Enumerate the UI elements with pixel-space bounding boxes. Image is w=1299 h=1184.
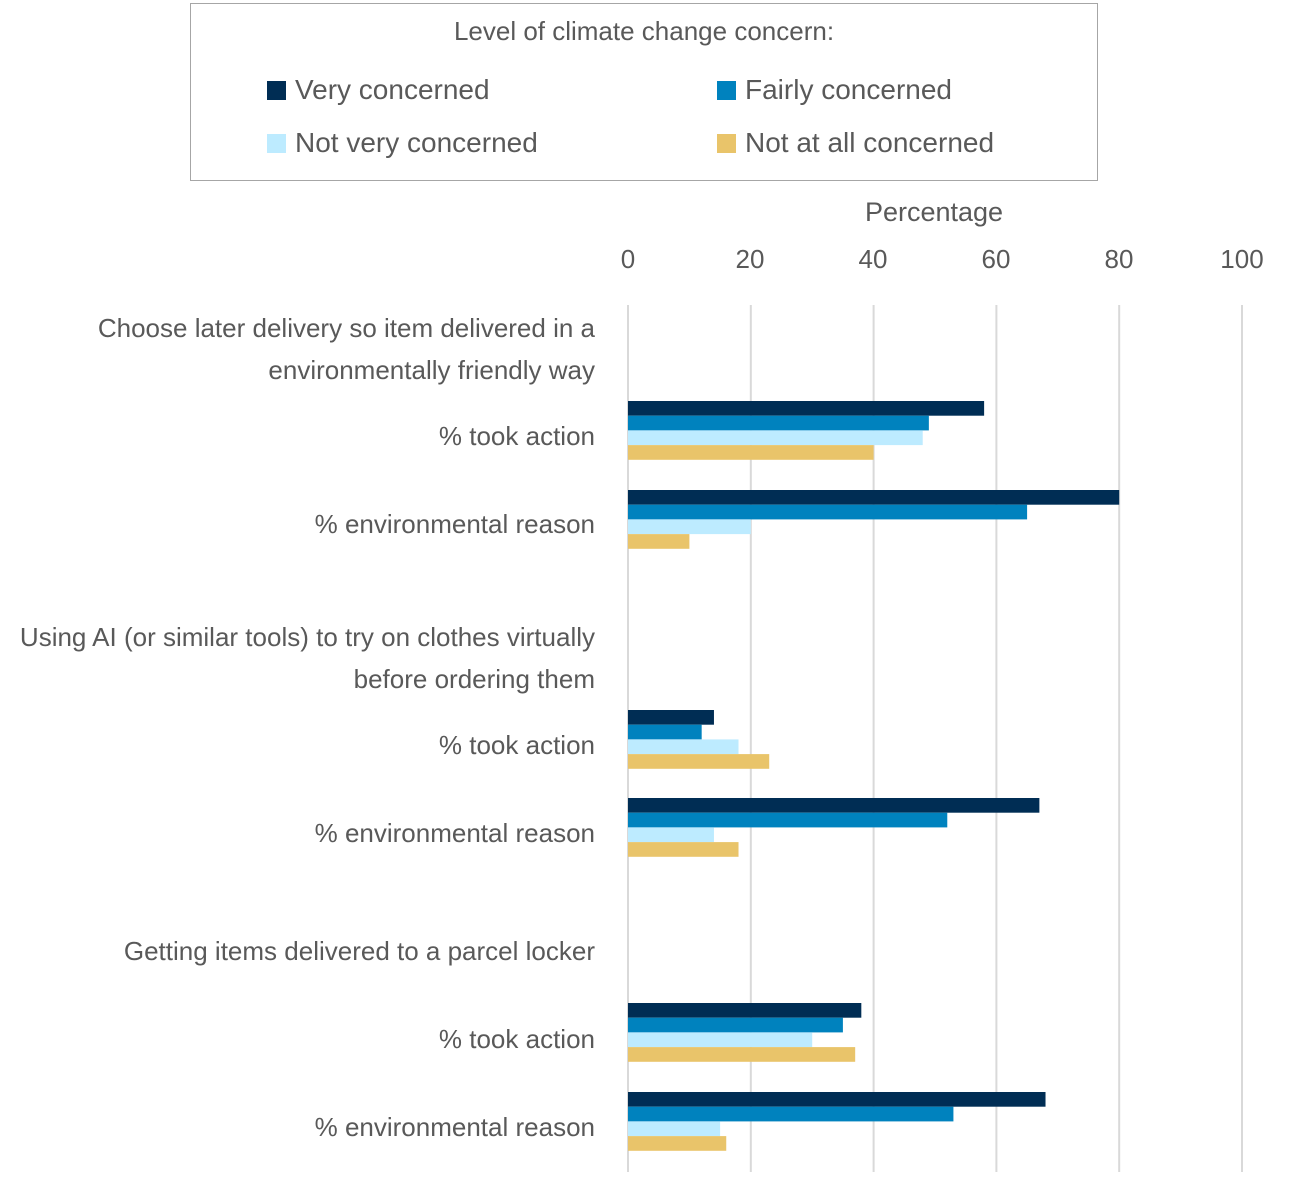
- bar-fairly-concerned: [628, 504, 1028, 520]
- legend-item-not-at-all-concerned: Not at all concerned: [717, 127, 994, 159]
- bar-very-concerned: [628, 1003, 862, 1018]
- bar-very-concerned: [628, 798, 1040, 813]
- bar-not-at-all-concerned: [628, 842, 739, 857]
- legend-swatch: [267, 80, 286, 100]
- x-tick-label: 40: [858, 244, 888, 274]
- legend-item-not-very-concerned: Not very concerned: [267, 127, 538, 159]
- bar-fairly-concerned: [628, 415, 929, 431]
- legend-swatch: [717, 133, 736, 153]
- legend: Level of climate change concern: Very co…: [190, 3, 1098, 181]
- bar-not-very-concerned: [628, 519, 751, 535]
- bar-very-concerned: [628, 401, 985, 416]
- x-tick-label: 100: [1220, 244, 1264, 274]
- legend-swatch: [717, 80, 736, 100]
- bar-not-very-concerned: [628, 739, 739, 755]
- category-label: Choose later delivery so item delivered …: [97, 313, 595, 385]
- legend-label: Not at all concerned: [745, 127, 995, 158]
- bar-not-at-all-concerned: [628, 445, 874, 460]
- bar-not-very-concerned: [628, 430, 923, 446]
- bar-very-concerned: [628, 1092, 1046, 1107]
- bar-not-very-concerned: [628, 827, 714, 843]
- row-label: % environmental reason: [314, 1112, 595, 1142]
- legend-item-fairly-concerned: Fairly concerned: [717, 74, 952, 106]
- bar-very-concerned: [628, 710, 714, 725]
- legend-label: Very concerned: [295, 74, 490, 105]
- x-axis-title: Percentage: [864, 197, 1004, 227]
- row-label: % took action: [438, 421, 595, 451]
- legend-label: Not very concerned: [295, 127, 538, 158]
- row-label: % took action: [438, 1024, 595, 1054]
- row-label: % environmental reason: [314, 509, 595, 539]
- legend-item-very-concerned: Very concerned: [267, 74, 490, 106]
- x-tick-label: 80: [1104, 244, 1134, 274]
- bar-fairly-concerned: [628, 812, 948, 828]
- bar-fairly-concerned: [628, 1106, 954, 1122]
- x-tick-label: 20: [735, 244, 765, 274]
- bar-fairly-concerned: [628, 1017, 843, 1033]
- x-tick-label: 60: [981, 244, 1011, 274]
- bar-not-very-concerned: [628, 1032, 813, 1048]
- row-label: % environmental reason: [314, 818, 595, 848]
- bar-not-at-all-concerned: [628, 1136, 727, 1151]
- legend-title: Level of climate change concern:: [453, 16, 835, 46]
- bar-fairly-concerned: [628, 724, 702, 740]
- category-label: Using AI (or similar tools) to try on cl…: [19, 622, 595, 694]
- bar-not-at-all-concerned: [628, 1047, 856, 1062]
- x-tick-label: 0: [620, 244, 636, 274]
- category-label: Getting items delivered to a parcel lock…: [123, 936, 595, 966]
- bar-not-very-concerned: [628, 1121, 721, 1137]
- legend-swatch: [267, 133, 286, 153]
- bar-not-at-all-concerned: [628, 534, 690, 549]
- legend-label: Fairly concerned: [745, 74, 952, 105]
- bar-very-concerned: [628, 490, 1120, 505]
- row-label: % took action: [438, 730, 595, 760]
- bar-not-at-all-concerned: [628, 754, 770, 769]
